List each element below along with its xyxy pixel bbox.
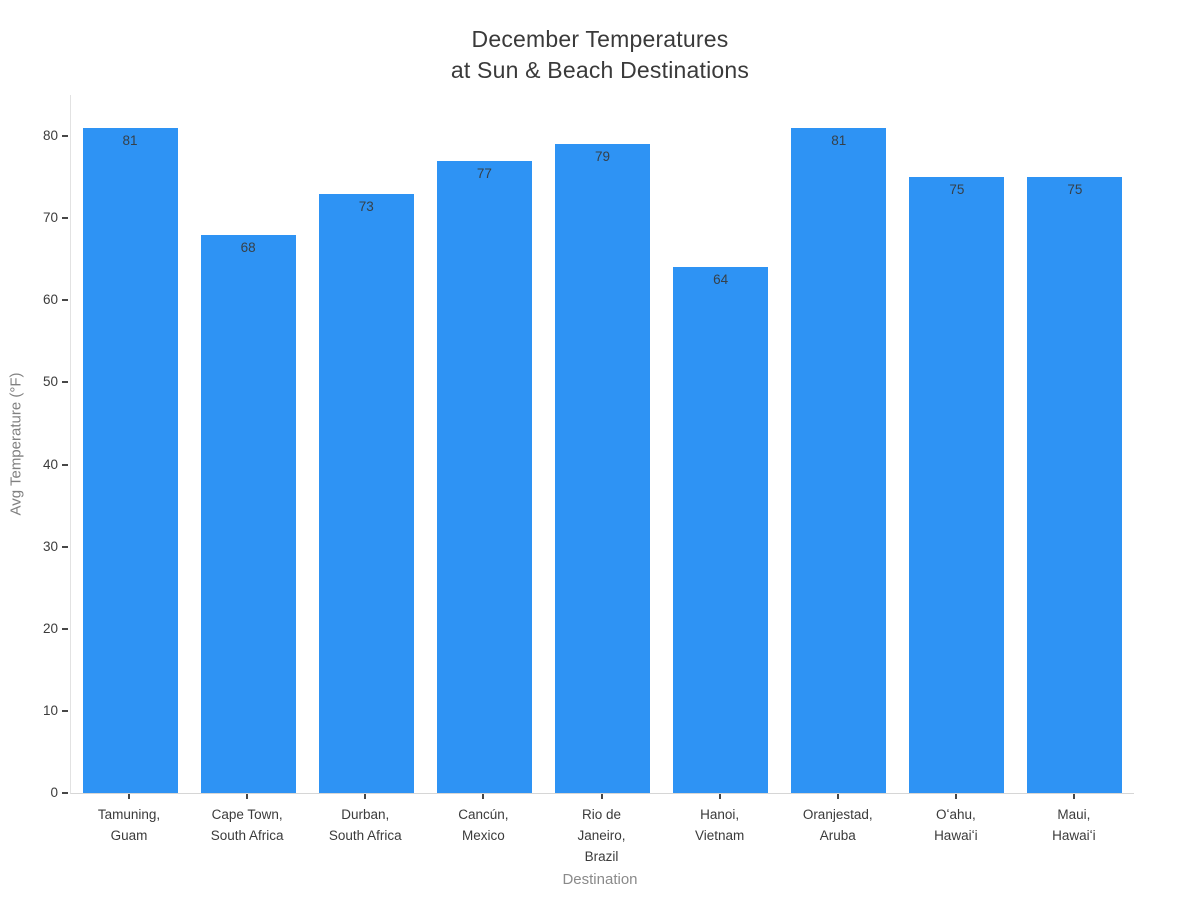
y-tick-mark bbox=[62, 217, 68, 220]
bar-value-label: 73 bbox=[358, 198, 374, 214]
x-tick-mark bbox=[1072, 794, 1075, 799]
y-tick-label: 40 bbox=[42, 456, 58, 472]
x-tick-label: Durban, South Africa bbox=[328, 807, 402, 843]
bar: 81 bbox=[82, 127, 178, 793]
x-tick-mark bbox=[128, 794, 131, 799]
y-tick-label: 20 bbox=[42, 620, 58, 636]
y-tick-label: 50 bbox=[42, 374, 58, 390]
bar: 64 bbox=[673, 267, 769, 793]
plot-area: 81 68 73 77 79 64 81 75 75 bbox=[70, 95, 1134, 794]
bar-value-label: 75 bbox=[1067, 182, 1083, 198]
x-tick-mark bbox=[718, 794, 721, 799]
x-tick-label: Cancún, Mexico bbox=[458, 807, 509, 843]
y-tick-mark bbox=[62, 709, 68, 712]
x-tick-mark bbox=[246, 794, 249, 799]
x-axis-title: Destination bbox=[562, 871, 638, 888]
y-tick-mark bbox=[62, 135, 68, 138]
y-tick-label: 80 bbox=[42, 128, 58, 144]
bar: 73 bbox=[318, 193, 414, 793]
bar-value-label: 64 bbox=[713, 272, 729, 288]
y-axis-title: Avg Temperature (°F) bbox=[7, 372, 25, 516]
bar: 75 bbox=[1027, 177, 1123, 793]
x-tick-label: Oranjestad, Aruba bbox=[802, 807, 873, 843]
y-tick-label: 70 bbox=[42, 210, 58, 226]
x-tick-mark bbox=[836, 794, 839, 799]
y-tick-mark bbox=[62, 545, 68, 548]
bar-value-label: 79 bbox=[594, 149, 611, 165]
y-tick-mark bbox=[62, 381, 68, 384]
x-tick-mark bbox=[482, 794, 485, 799]
bar-value-label: 77 bbox=[476, 165, 492, 181]
x-tick-label: Hanoi, Vietnam bbox=[694, 807, 745, 843]
y-tick-label: 60 bbox=[42, 292, 58, 308]
y-tick-label: 10 bbox=[42, 702, 58, 718]
x-tick-label: Rio de Janeiro, Brazil bbox=[577, 807, 626, 864]
bar: 81 bbox=[791, 127, 887, 793]
bar-value-label: 81 bbox=[831, 132, 847, 148]
bar: 77 bbox=[436, 160, 532, 793]
y-tick-label: 0 bbox=[50, 785, 58, 800]
x-tick-label: Cape Town, South Africa bbox=[210, 807, 284, 843]
bar: 79 bbox=[555, 144, 650, 793]
chart-title: December Temperatures at Sun & Beach Des… bbox=[450, 26, 750, 83]
y-tick-mark bbox=[62, 463, 68, 466]
y-tick-mark bbox=[62, 792, 68, 794]
x-tick-label: Oʻahu, Hawaiʻi bbox=[934, 807, 978, 843]
bar: 68 bbox=[200, 234, 296, 793]
y-tick-label: 30 bbox=[42, 538, 58, 554]
x-tick-mark bbox=[364, 794, 367, 799]
bar-value-label: 75 bbox=[949, 182, 965, 198]
y-tick-mark bbox=[62, 627, 68, 630]
bar: 75 bbox=[909, 177, 1005, 793]
x-tick-label: Maui, Hawaiʻi bbox=[1052, 807, 1096, 843]
bar-value-label: 68 bbox=[240, 239, 256, 255]
y-tick-mark bbox=[62, 299, 68, 302]
x-tick-mark bbox=[600, 794, 603, 799]
x-tick-mark bbox=[954, 794, 957, 799]
bar-value-label: 81 bbox=[122, 132, 138, 148]
x-tick-label: Tamuning, Guam bbox=[97, 807, 161, 843]
